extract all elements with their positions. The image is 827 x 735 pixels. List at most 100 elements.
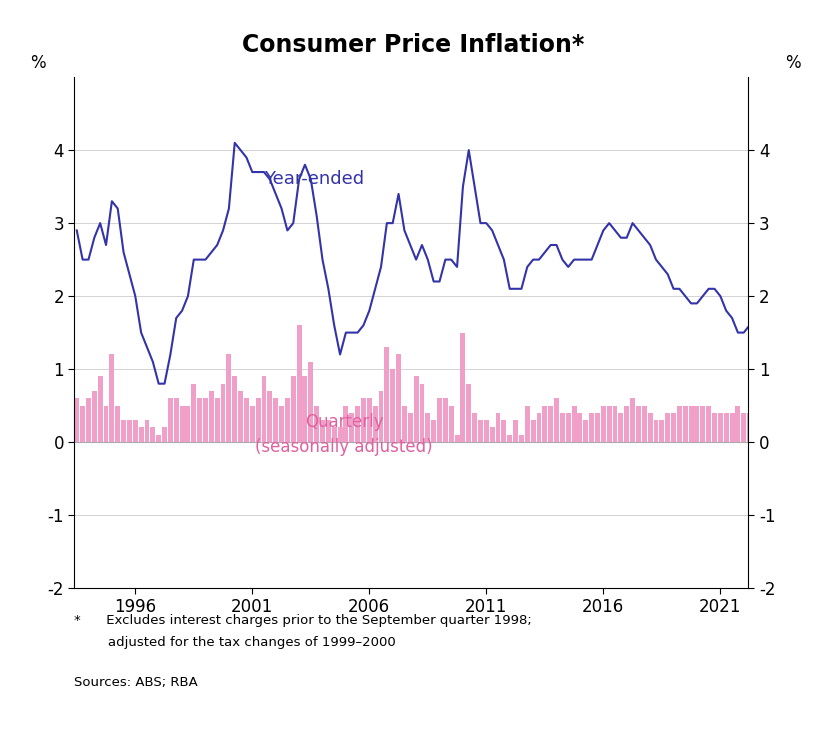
Bar [718,413,723,442]
Bar [671,413,676,442]
Bar [139,428,144,442]
Bar [706,406,711,442]
Bar [232,376,237,442]
Bar [466,384,471,442]
Bar [98,376,103,442]
Bar [127,420,131,442]
Bar [636,406,641,442]
Bar [92,391,97,442]
Bar [291,376,296,442]
Bar [665,413,670,442]
Bar [484,420,489,442]
Bar [373,406,378,442]
Bar [314,406,319,442]
Bar [431,420,436,442]
Bar [115,406,120,442]
Bar [103,406,108,442]
Bar [151,428,155,442]
Bar [297,326,302,442]
Bar [320,420,325,442]
Bar [133,420,138,442]
Bar [537,413,542,442]
Bar [648,413,653,442]
Bar [437,398,442,442]
Bar [601,406,606,442]
Bar [513,420,518,442]
Bar [215,398,220,442]
Bar [285,398,289,442]
Bar [712,413,717,442]
Bar [396,354,401,442]
Bar [823,428,827,442]
Bar [80,406,85,442]
Bar [179,406,184,442]
Bar [185,406,190,442]
Bar [402,406,407,442]
Bar [238,391,243,442]
Bar [677,406,681,442]
Bar [461,332,466,442]
Bar [337,428,342,442]
Bar [250,406,255,442]
Bar [174,398,179,442]
Bar [227,354,232,442]
Bar [449,406,454,442]
Bar [741,413,746,442]
Bar [782,413,787,442]
Bar [805,420,810,442]
Bar [109,354,114,442]
Bar [777,428,782,442]
Bar [209,391,214,442]
Bar [385,347,390,442]
Bar [414,376,418,442]
Bar [811,413,816,442]
Bar [653,420,658,442]
Bar [221,384,226,442]
Bar [531,420,536,442]
Bar [683,406,688,442]
Bar [724,413,729,442]
Bar [659,420,664,442]
Bar [794,398,799,442]
Bar [525,406,530,442]
Bar [145,420,150,442]
Bar [419,384,424,442]
Bar [361,398,366,442]
Bar [642,406,647,442]
Bar [619,413,624,442]
Bar [695,406,700,442]
Bar [390,369,395,442]
Bar [308,362,313,442]
Bar [244,398,249,442]
Bar [355,406,360,442]
Bar [577,413,582,442]
Bar [759,442,764,449]
Bar [168,398,173,442]
Bar [554,398,559,442]
Bar [490,428,495,442]
Bar [332,428,337,442]
Bar [519,434,523,442]
Text: %: % [31,54,46,72]
Bar [595,413,600,442]
Bar [624,406,629,442]
Bar [560,413,565,442]
Bar [279,406,284,442]
Bar [765,420,770,442]
Bar [455,434,460,442]
Bar [607,406,612,442]
Bar [630,398,635,442]
Bar [700,406,705,442]
Bar [747,413,752,442]
Bar [689,406,694,442]
Text: *      Excludes interest charges prior to the September quarter 1998;: * Excludes interest charges prior to the… [74,614,533,627]
Bar [379,391,384,442]
Bar [735,406,740,442]
Bar [303,376,308,442]
Bar [326,420,331,442]
Bar [788,406,793,442]
Bar [548,406,553,442]
Bar [156,434,161,442]
Text: Consumer Price Inflation*: Consumer Price Inflation* [242,33,585,57]
Bar [501,420,506,442]
